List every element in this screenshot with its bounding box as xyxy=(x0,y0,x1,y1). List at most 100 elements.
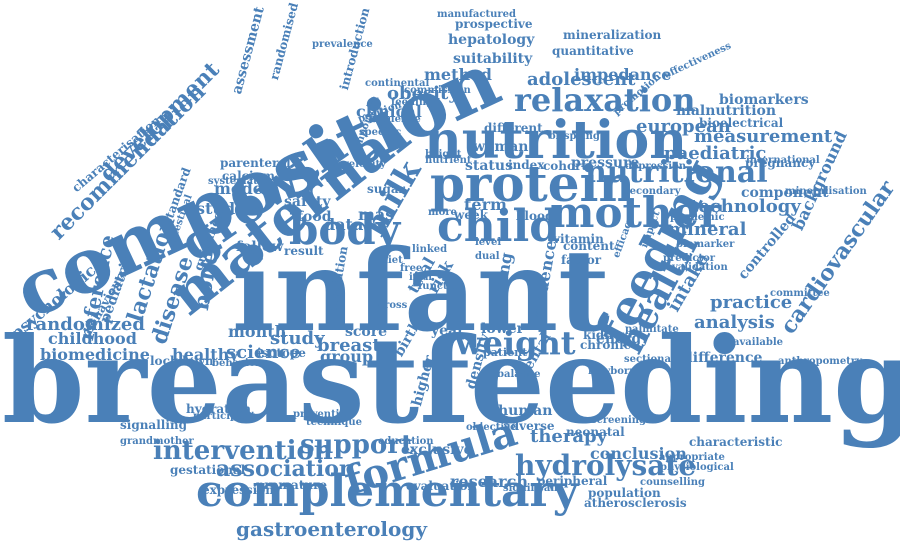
cloud-word-science: science xyxy=(226,342,301,363)
cloud-word-breast: breast xyxy=(317,335,381,356)
cloud-word-bioelectrical: bioelectrical xyxy=(699,116,784,130)
cloud-word-effectiveness: effectiveness xyxy=(662,40,733,82)
cloud-word-conclusion: conclusion xyxy=(590,444,687,463)
cloud-word-height: height xyxy=(425,149,462,160)
cloud-word-protein: protein xyxy=(430,154,635,213)
cloud-word-international: international xyxy=(746,155,820,166)
cloud-word-food: food xyxy=(297,209,332,225)
cloud-word-content: content xyxy=(563,239,615,253)
cloud-word-population: population xyxy=(588,486,661,500)
cloud-word-nutrition: nutrition xyxy=(424,110,688,171)
cloud-word-iron: iron xyxy=(409,272,433,283)
cloud-word-mas: mas xyxy=(358,205,395,224)
cloud-word-sugar: sugar xyxy=(367,182,405,196)
cloud-word-studies: studies xyxy=(196,199,261,218)
cloud-word-lower: lower xyxy=(481,321,524,337)
cloud-word-balance: balance xyxy=(497,369,541,380)
cloud-word-week: week xyxy=(454,208,488,222)
cloud-word-neonatal: neonatal xyxy=(566,425,625,439)
cloud-word-calcium: calcium xyxy=(222,169,275,183)
cloud-word-assessment: assessment xyxy=(229,4,268,96)
cloud-word-dual: dual xyxy=(475,251,500,262)
cloud-word-intervention: intervention xyxy=(153,436,333,466)
cloud-word-nutritional: nutritional xyxy=(585,155,768,190)
cloud-word-manufactured: manufactured xyxy=(437,9,516,20)
cloud-word-association: association xyxy=(216,456,355,482)
cloud-word-offspring: offspring xyxy=(549,131,600,142)
cloud-word-influence: influence xyxy=(369,114,421,125)
cloud-word-study: study xyxy=(270,328,325,349)
cloud-word-pandemic: pandemic xyxy=(670,212,725,223)
cloud-word-significant: significant xyxy=(503,483,563,494)
cloud-word-feeding: feeding xyxy=(391,97,434,108)
cloud-word-appropriate: appropriate xyxy=(659,452,725,463)
cloud-word-hepatology: hepatology xyxy=(448,32,535,48)
cloud-word-prevention: prevention xyxy=(293,409,354,420)
cloud-word-follow: follow xyxy=(236,239,284,255)
cloud-word-adverse: adverse xyxy=(503,419,555,433)
cloud-word-mineralization: mineralization xyxy=(563,28,662,42)
cloud-word-free: free xyxy=(400,263,423,274)
cloud-word-complementary: complementary xyxy=(196,466,579,517)
cloud-word-physiological: physiological xyxy=(660,462,734,473)
cloud-word-sectional: sectional xyxy=(624,354,675,365)
cloud-word-biomarkers: biomarkers xyxy=(719,92,809,108)
cloud-word-more: more xyxy=(428,207,457,218)
cloud-word-child: child xyxy=(437,201,560,252)
cloud-word-expression: expression xyxy=(202,483,274,497)
cloud-word-counselling: counselling xyxy=(640,477,705,488)
cloud-word-randomized: randomized xyxy=(26,314,145,335)
cloud-word-grandmother: grandmother xyxy=(120,436,194,447)
cloud-word-newborn: newborn xyxy=(588,366,637,377)
cloud-word-secondary: secondary xyxy=(624,186,681,197)
cloud-word-data: data xyxy=(324,215,364,234)
cloud-word-malnutrition: malnutrition xyxy=(676,103,777,119)
cloud-word-pressure: pressure xyxy=(571,155,640,171)
cloud-word-result: result xyxy=(284,244,324,258)
cloud-word-anthropometry: anthropometry xyxy=(778,356,862,367)
cloud-word-participant: participant xyxy=(193,411,256,422)
cloud-word-childhood: childhood xyxy=(48,329,137,348)
cloud-word-month: month xyxy=(228,322,287,341)
cloud-word-weight: weight xyxy=(455,324,576,362)
cloud-word-signalling: signalling xyxy=(120,418,187,432)
cloud-word-premature: premature xyxy=(256,478,328,492)
cloud-word-palmitate: palmitate xyxy=(625,324,679,335)
cloud-word-velocity: velocity xyxy=(343,159,386,170)
cloud-word-safety: safety xyxy=(284,194,331,210)
cloud-word-term: term xyxy=(464,195,507,214)
cloud-word-vitamin: vitamin xyxy=(553,232,604,246)
cloud-word-peripheral: peripheral xyxy=(537,474,608,488)
cloud-word-hydration: hydration xyxy=(186,402,252,416)
cloud-word-mineralisation: mineralisation xyxy=(785,186,867,197)
cloud-word-lockdown: lockdown xyxy=(150,354,214,368)
cloud-word-gestational: gestational xyxy=(170,463,246,477)
cloud-word-model: model xyxy=(214,179,270,198)
cloud-word-pregnancy: pregnancy xyxy=(745,156,816,170)
cloud-word-linked: linked xyxy=(412,244,448,255)
cloud-word-randomised: randomised xyxy=(267,1,302,82)
cloud-word-method: method xyxy=(424,65,492,84)
cloud-word-body: body xyxy=(289,205,401,254)
cloud-word-depression: depression xyxy=(625,161,686,172)
cloud-word-index: index xyxy=(508,158,545,172)
cloud-word-cohort: cohort xyxy=(543,159,587,173)
cloud-word-measurement: measurement xyxy=(694,126,833,147)
cloud-word-level: level xyxy=(475,237,502,248)
cloud-word-therapy: therapy xyxy=(530,426,608,447)
cloud-word-validation: validation xyxy=(672,262,728,273)
cloud-word-chronic: chronic xyxy=(580,338,631,352)
cloud-word-available: available xyxy=(733,337,783,348)
cloud-word-education: education xyxy=(378,436,434,447)
cloud-word-different: different xyxy=(484,121,543,135)
cloud-word-relaxation: relaxation xyxy=(514,81,696,119)
cloud-word-mother: mother xyxy=(550,188,722,237)
cloud-word-healthy: healthy xyxy=(172,345,239,364)
cloud-word-obesity: obesity xyxy=(387,83,459,104)
cloud-word-impedance: impedance xyxy=(574,65,672,84)
cloud-word-biomedicine: biomedicine xyxy=(40,345,150,364)
cloud-word-systematic: systematic xyxy=(208,176,268,187)
cloud-word-hydrolysate: hydrolysate xyxy=(515,449,697,482)
cloud-word-characteristic: characteristic xyxy=(689,435,783,449)
